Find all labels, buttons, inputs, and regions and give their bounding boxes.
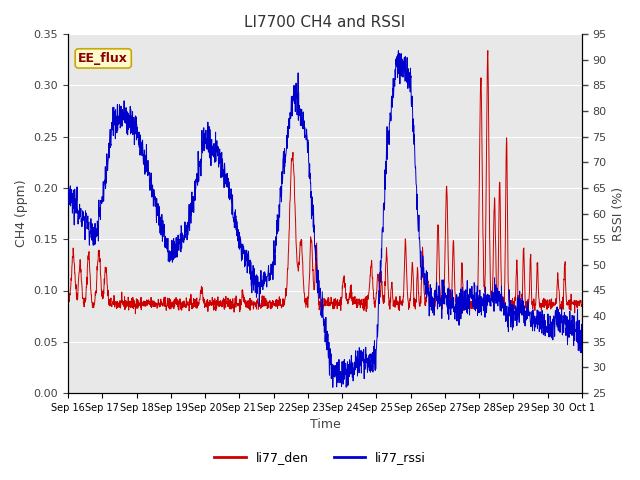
X-axis label: Time: Time	[310, 419, 340, 432]
Y-axis label: CH4 (ppm): CH4 (ppm)	[15, 180, 28, 247]
Text: EE_flux: EE_flux	[78, 52, 128, 65]
Title: LI7700 CH4 and RSSI: LI7700 CH4 and RSSI	[244, 15, 406, 30]
Y-axis label: RSSI (%): RSSI (%)	[612, 186, 625, 240]
Legend: li77_den, li77_rssi: li77_den, li77_rssi	[209, 446, 431, 469]
